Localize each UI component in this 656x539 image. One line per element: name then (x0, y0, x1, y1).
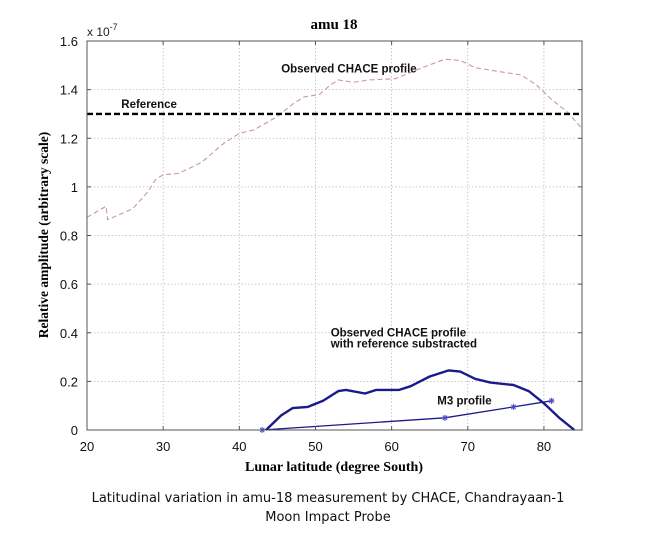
x-tick-label: 20 (80, 439, 94, 454)
annotation-label: with reference substracted (330, 338, 477, 350)
caption-line-2: Moon Impact Probe (265, 510, 391, 525)
annotation-label: Observed CHACE profile (281, 64, 416, 76)
series-layer (86, 58, 583, 433)
y-multiplier-base: x 10 (87, 25, 110, 39)
marker-stroke (510, 404, 517, 410)
x-tick-label: 40 (232, 439, 246, 454)
chart: 20 30 40 50 60 70 80 0 0.2 0.4 0.6 0.8 1 1.2 1.4 1.6 Ob… (36, 17, 583, 475)
y-tick-label: 1.2 (60, 131, 78, 146)
caption-line-1: Latitudinal variation in amu-18 measurem… (91, 491, 565, 506)
y-tick-label: 0 (71, 423, 78, 438)
y-multiplier-exponent: -7 (110, 22, 118, 32)
y-tick-label: 1.6 (60, 34, 78, 49)
m3-marker (441, 414, 448, 421)
x-tick-label: 60 (384, 439, 398, 454)
y-tick-label: 0.4 (60, 326, 78, 341)
chart-title: amu 18 (310, 17, 357, 33)
marker-stroke (442, 415, 448, 421)
series-line-0 (86, 58, 583, 221)
m3-marker (548, 397, 555, 404)
annotation-label: M3 profile (437, 395, 491, 407)
x-tick-label: 80 (537, 439, 551, 454)
x-tick-label: 70 (461, 439, 475, 454)
ticks: 20 30 40 50 60 70 80 0 0.2 0.4 0.6 0.8 1 1.2 1.4 1.6 (60, 34, 582, 454)
y-tick-label: 0.2 (60, 374, 78, 389)
y-tick-label: 0.8 (60, 229, 78, 244)
y-axis-label: Relative amplitude (arbitrary scale) (36, 132, 51, 339)
marker-stroke (548, 398, 555, 404)
annotations: Observed CHACE profile Reference Observed … (121, 64, 491, 408)
x-tick-label: 50 (308, 439, 322, 454)
x-axis-label: Lunar latitude (degree South) (245, 460, 423, 475)
x-tick-label: 30 (156, 439, 170, 454)
y-tick-label: 0.6 (60, 277, 78, 292)
y-tick-label: 1.4 (60, 83, 78, 98)
y-multiplier: x 10-7 (87, 22, 118, 39)
y-tick-label: 1 (71, 180, 78, 195)
m3-marker (510, 403, 517, 410)
annotation-label: Observed CHACE profile (331, 327, 466, 339)
series-line-2 (265, 369, 576, 431)
series-line-3 (262, 400, 552, 431)
annotation-label: Reference (121, 99, 177, 111)
